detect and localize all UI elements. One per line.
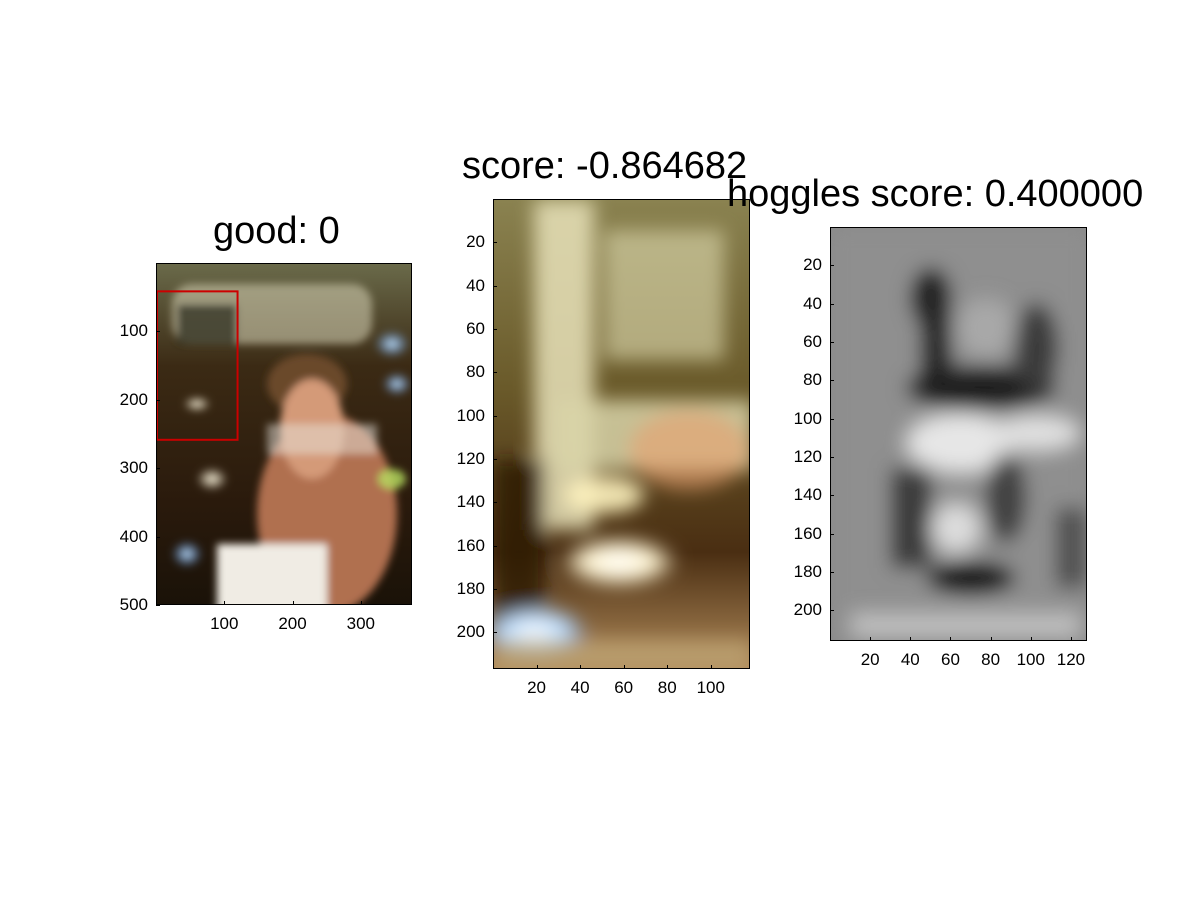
panel2-crop bbox=[493, 199, 750, 669]
panel1-photo bbox=[156, 263, 412, 605]
panel2-x-tick-mark bbox=[711, 665, 712, 669]
panel2-x-tick-label: 20 bbox=[513, 679, 561, 696]
panel1-y-tick-label: 400 bbox=[100, 528, 148, 545]
panel1-y-tick-mark bbox=[156, 400, 160, 401]
panel3-y-tick-mark bbox=[830, 304, 834, 305]
panel2-y-tick-mark bbox=[493, 546, 497, 547]
panel2-y-tick-mark bbox=[493, 286, 497, 287]
panel2-y-tick-mark bbox=[493, 459, 497, 460]
panel3-y-tick-mark bbox=[830, 342, 834, 343]
panel2-x-tick-mark bbox=[580, 665, 581, 669]
panel1-x-tick-mark bbox=[293, 601, 294, 605]
panel3-y-tick-label: 100 bbox=[774, 410, 822, 427]
panel2-y-tick-mark bbox=[493, 416, 497, 417]
panel2-y-tick-label: 200 bbox=[437, 623, 485, 640]
panel2-y-tick-label: 180 bbox=[437, 580, 485, 597]
panel2-x-tick-label: 100 bbox=[687, 679, 735, 696]
panel3-y-tick-mark bbox=[830, 495, 834, 496]
panel2-x-tick-mark bbox=[624, 665, 625, 669]
panel1-y-tick-label: 500 bbox=[100, 596, 148, 613]
panel2-x-tick-mark bbox=[667, 665, 668, 669]
panel2-y-tick-mark bbox=[493, 589, 497, 590]
panel1-image bbox=[157, 264, 412, 605]
panel3-y-tick-label: 140 bbox=[774, 486, 822, 503]
panel1-y-tick-mark bbox=[156, 468, 160, 469]
panel3-y-tick-label: 60 bbox=[774, 333, 822, 350]
panel2-y-tick-label: 80 bbox=[437, 363, 485, 380]
panel3-x-tick-mark bbox=[910, 637, 911, 641]
panel1-y-tick-label: 200 bbox=[100, 391, 148, 408]
panel3-y-tick-mark bbox=[830, 265, 834, 266]
panel3-image bbox=[831, 228, 1087, 641]
panel2-y-tick-mark bbox=[493, 372, 497, 373]
panel1-title: good: 0 bbox=[213, 212, 340, 250]
panel3-y-tick-mark bbox=[830, 380, 834, 381]
panel3-x-tick-mark bbox=[1031, 637, 1032, 641]
panel1-x-tick-mark bbox=[224, 601, 225, 605]
panel2-y-tick-label: 160 bbox=[437, 537, 485, 554]
panel2-image bbox=[494, 200, 750, 669]
panel2-y-tick-mark bbox=[493, 242, 497, 243]
panel2-y-tick-label: 140 bbox=[437, 493, 485, 510]
panel2-x-tick-label: 60 bbox=[600, 679, 648, 696]
panel2-y-tick-mark bbox=[493, 632, 497, 633]
panel1-y-tick-mark bbox=[156, 605, 160, 606]
panel3-x-tick-label: 120 bbox=[1047, 651, 1095, 668]
panel3-y-tick-label: 160 bbox=[774, 525, 822, 542]
panel2-x-tick-mark bbox=[537, 665, 538, 669]
panel1-y-tick-label: 300 bbox=[100, 459, 148, 476]
panel3-y-tick-label: 120 bbox=[774, 448, 822, 465]
panel3-y-tick-mark bbox=[830, 572, 834, 573]
panel1-y-tick-label: 100 bbox=[100, 322, 148, 339]
panel2-y-tick-mark bbox=[493, 502, 497, 503]
panel3-y-tick-label: 200 bbox=[774, 601, 822, 618]
panel3-hoggles bbox=[830, 227, 1087, 641]
panel3-y-tick-mark bbox=[830, 534, 834, 535]
panel3-y-tick-mark bbox=[830, 610, 834, 611]
panel2-title: score: -0.864682 bbox=[462, 147, 747, 185]
panel3-y-tick-mark bbox=[830, 457, 834, 458]
panel2-y-tick-label: 120 bbox=[437, 450, 485, 467]
panel1-x-tick-label: 200 bbox=[269, 615, 317, 632]
panel2-y-tick-label: 40 bbox=[437, 277, 485, 294]
panel2-y-tick-label: 100 bbox=[437, 407, 485, 424]
panel3-y-tick-label: 20 bbox=[774, 256, 822, 273]
panel1-x-tick-label: 300 bbox=[337, 615, 385, 632]
panel1-y-tick-mark bbox=[156, 537, 160, 538]
panel3-x-tick-mark bbox=[950, 637, 951, 641]
panel2-y-tick-mark bbox=[493, 329, 497, 330]
panel3-y-tick-label: 40 bbox=[774, 295, 822, 312]
panel1-y-tick-mark bbox=[156, 331, 160, 332]
panel2-y-tick-label: 60 bbox=[437, 320, 485, 337]
panel2-x-tick-label: 80 bbox=[643, 679, 691, 696]
panel2-y-tick-label: 20 bbox=[437, 233, 485, 250]
panel1-x-tick-label: 100 bbox=[200, 615, 248, 632]
panel3-x-tick-mark bbox=[991, 637, 992, 641]
panel3-y-tick-label: 80 bbox=[774, 371, 822, 388]
panel3-title: hoggles score: 0.400000 bbox=[727, 175, 1143, 213]
panel1-x-tick-mark bbox=[361, 601, 362, 605]
panel3-y-tick-label: 180 bbox=[774, 563, 822, 580]
panel3-y-tick-mark bbox=[830, 419, 834, 420]
panel2-x-tick-label: 40 bbox=[556, 679, 604, 696]
panel3-x-tick-mark bbox=[1071, 637, 1072, 641]
panel3-x-tick-mark bbox=[870, 637, 871, 641]
